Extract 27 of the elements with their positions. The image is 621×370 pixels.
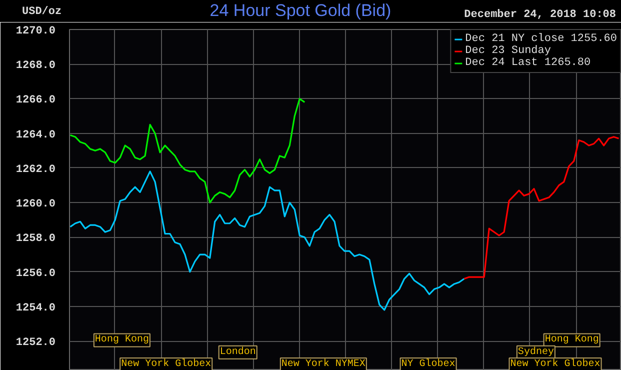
y-tick-label: 1252.0 bbox=[16, 337, 56, 350]
annotation: London bbox=[220, 346, 256, 358]
y-tick-label: 1254.0 bbox=[16, 302, 56, 314]
y-tick-label: 1266.0 bbox=[16, 94, 56, 107]
annotation: Hong Kong bbox=[544, 334, 599, 346]
line-series bbox=[70, 98, 306, 204]
annotation: Hong Kong bbox=[94, 334, 149, 346]
legend-label: Dec 23 Sunday bbox=[465, 45, 551, 57]
annotation: NY Globex bbox=[401, 358, 456, 370]
chart-title: 24 Hour Spot Gold (Bid) bbox=[210, 1, 392, 20]
annotation: New York Globex bbox=[121, 358, 212, 370]
y-axis-title: USD/oz bbox=[22, 6, 62, 18]
annotation: Sydney bbox=[518, 346, 554, 358]
y-tick-label: 1260.0 bbox=[16, 198, 56, 211]
line-series bbox=[463, 136, 620, 280]
legend-label: Dec 24 Last 1265.80 bbox=[465, 57, 591, 69]
y-tick-label: 1264.0 bbox=[16, 129, 56, 142]
y-tick-label: 1258.0 bbox=[16, 233, 56, 246]
annotation: New York Globex bbox=[510, 358, 600, 370]
annotation: New York NYMEX bbox=[281, 358, 366, 370]
legend-label: Dec 21 NY close 1255.60 bbox=[465, 33, 617, 45]
y-tick-label: 1262.0 bbox=[16, 164, 56, 176]
y-tick-label: 1268.0 bbox=[16, 60, 56, 72]
y-tick-label: 1270.0 bbox=[16, 26, 56, 38]
line-series bbox=[70, 170, 465, 311]
text: December 24, 2018 10:08 bbox=[464, 9, 616, 21]
y-tick-label: 1256.0 bbox=[16, 268, 56, 280]
